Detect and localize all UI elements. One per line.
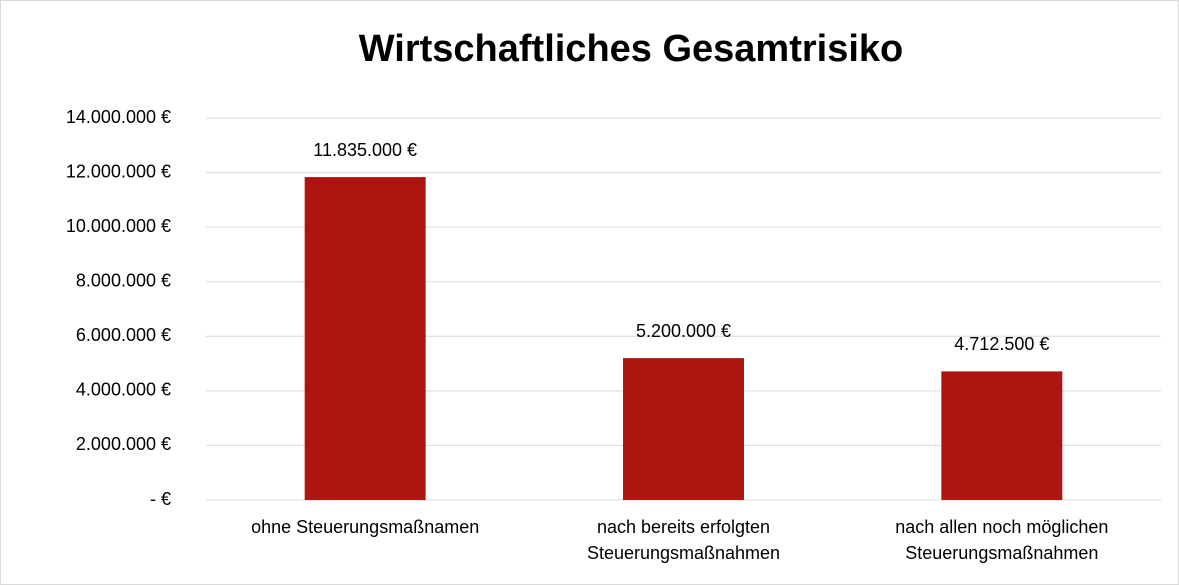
y-tick-label: 10.000.000 € [66, 216, 171, 236]
y-tick-label: 8.000.000 € [76, 270, 171, 290]
bar [623, 358, 744, 500]
bar [304, 177, 426, 500]
y-tick-label: 14.000.000 € [66, 107, 171, 127]
y-tick-label: - € [150, 489, 171, 509]
y-tick-label: 12.000.000 € [66, 161, 171, 181]
chart-title: Wirtschaftliches Gesamtrisiko [359, 28, 904, 70]
value-label: 11.835.000 € [313, 140, 417, 160]
value-label: 5.200.000 € [636, 321, 731, 341]
y-tick-label: 2.000.000 € [76, 434, 171, 454]
bar [941, 371, 1063, 500]
x-tick-label: ohne Steuerungsmaßnamen [251, 517, 480, 537]
x-tick-label: nach bereits erfolgten Steuerungsmaßnahm… [586, 517, 781, 563]
y-tick-label: 4.000.000 € [76, 380, 171, 400]
x-tick-label: nach allen noch möglichen Steuerungsmaßn… [895, 517, 1109, 563]
y-tick-label: 6.000.000 € [76, 325, 171, 345]
value-label: 4.712.500 € [954, 334, 1049, 354]
